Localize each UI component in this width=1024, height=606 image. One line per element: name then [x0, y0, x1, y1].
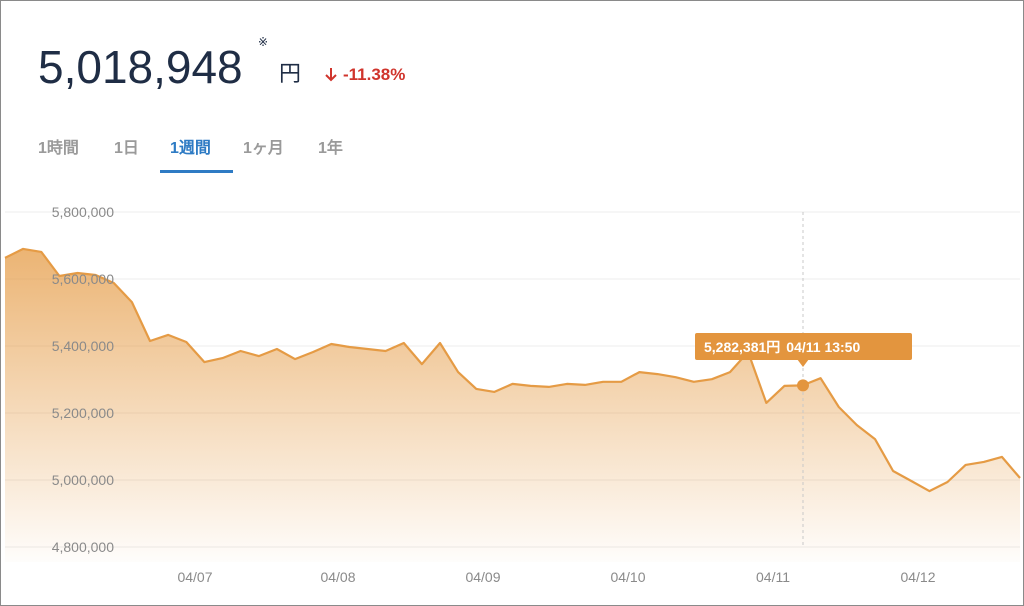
y-tick-label: 5,600,000	[52, 271, 114, 287]
tooltip-time: 04/11 13:50	[786, 339, 860, 355]
tab[interactable]: 1年	[318, 138, 343, 157]
change: -11.38%	[343, 65, 405, 84]
x-tick-label: 04/08	[320, 569, 355, 585]
tooltip-value: 5,282,381円	[704, 339, 780, 355]
price: 5,018,948	[38, 41, 243, 93]
tabs: 1時間 1日 1週間 1ヶ月 1年	[38, 138, 343, 173]
x-tick-label: 04/12	[900, 569, 935, 585]
x-tick-label: 04/07	[177, 569, 212, 585]
area	[5, 248, 1020, 562]
y-tick-label: 5,200,000	[52, 405, 114, 421]
x-tick-label: 04/11	[756, 569, 790, 585]
x-tick-label: 04/10	[610, 569, 645, 585]
y-tick-label: 5,800,000	[52, 204, 114, 220]
x-tick-label: 04/09	[465, 569, 500, 585]
plot: 4,800,000 5,000,000 5,200,000 5,400,000 5,60…	[4, 204, 1021, 585]
line	[4, 247, 1021, 493]
y-tick-label: 5,000,000	[52, 472, 114, 488]
tooltip-text: 5,282,381円 04/11 13:50	[704, 339, 860, 355]
note: ※	[258, 35, 268, 49]
tab-underline	[160, 170, 233, 173]
tab[interactable]: 1ヶ月	[243, 139, 284, 157]
down-arrow	[325, 68, 337, 82]
tooltip-box	[695, 333, 912, 360]
tooltip-pointer	[797, 359, 809, 367]
tab[interactable]: 1日	[114, 139, 139, 157]
unit: 円	[279, 61, 301, 86]
y-tick-label: 5,400,000	[52, 338, 114, 354]
tab[interactable]: 1時間	[38, 138, 79, 157]
y-tick-label: 4,800,000	[52, 539, 114, 555]
tab[interactable]: 1週間	[170, 139, 211, 157]
hover-point	[797, 379, 809, 392]
